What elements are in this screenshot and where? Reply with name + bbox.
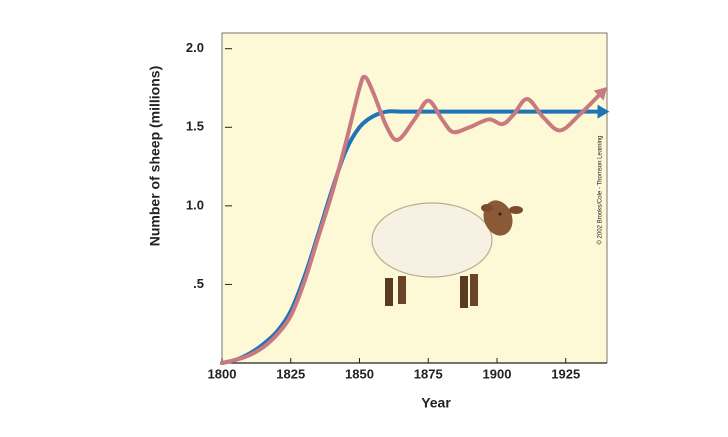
x-tick-label: 1825 bbox=[276, 366, 305, 381]
series-line bbox=[220, 109, 604, 365]
y-tick-label: .5 bbox=[193, 276, 204, 291]
y-axis-label: Number of sheep (millions) bbox=[147, 66, 163, 246]
x-tick-label: 1925 bbox=[551, 366, 580, 381]
x-tick-label: 1900 bbox=[483, 366, 512, 381]
series-line bbox=[220, 74, 604, 365]
sheep bbox=[371, 200, 523, 308]
plot-area bbox=[221, 32, 608, 364]
arrowhead bbox=[597, 104, 610, 119]
copyright: © 2002 Brooks/Cole - Thomson Learning bbox=[597, 135, 604, 244]
y-tick-label: 2.0 bbox=[186, 40, 204, 55]
arrowhead bbox=[593, 87, 608, 101]
y-tick-label: 1.0 bbox=[186, 197, 204, 212]
y-tick-label: 1.5 bbox=[186, 119, 204, 134]
x-tick-label: 1875 bbox=[414, 366, 443, 381]
x-tick-label: 1800 bbox=[208, 366, 237, 381]
x-axis-label: Year bbox=[421, 395, 451, 411]
x-tick-label: 1850 bbox=[345, 366, 374, 381]
